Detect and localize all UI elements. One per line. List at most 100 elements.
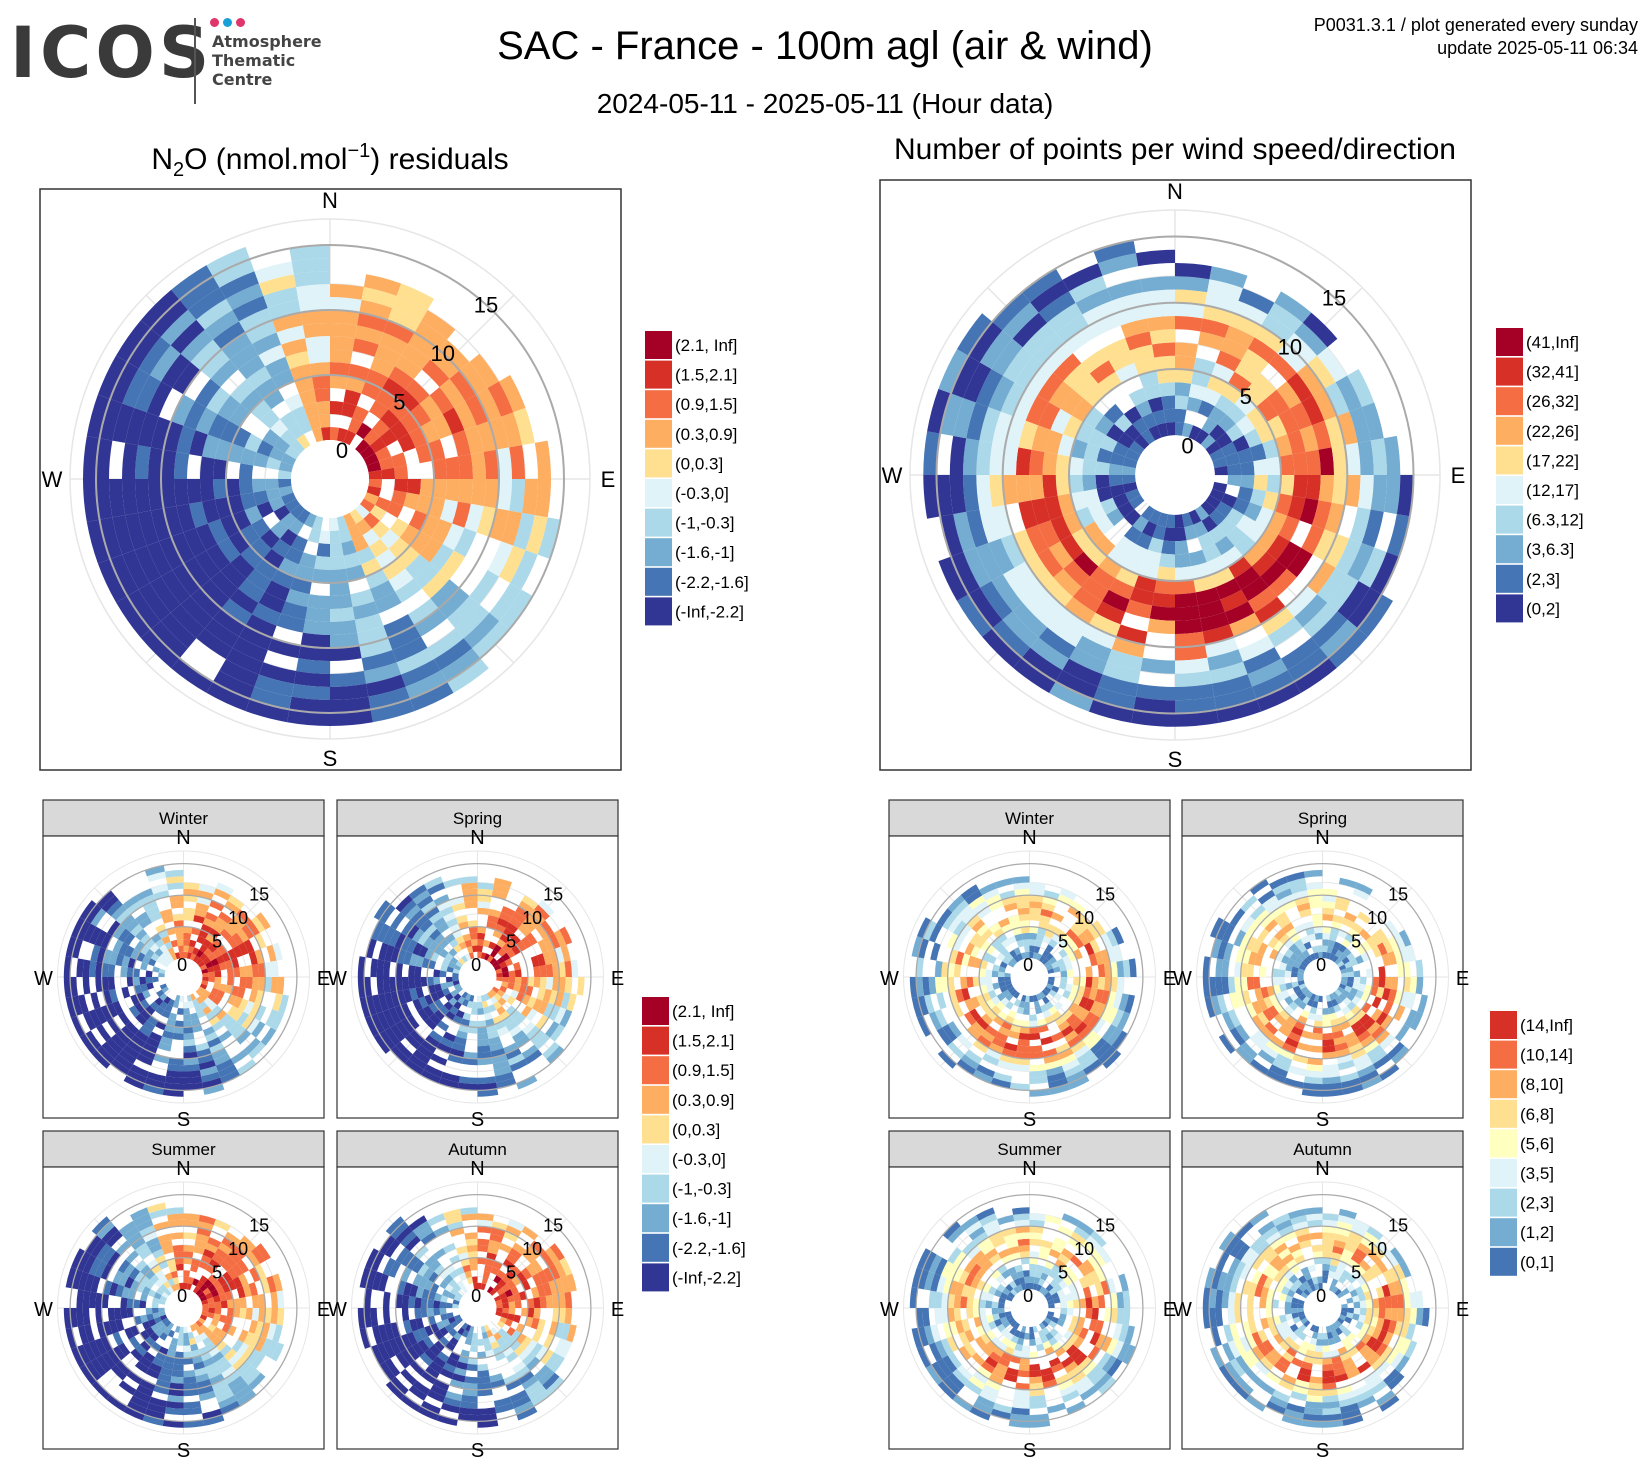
- data-cell: [231, 1339, 244, 1353]
- data-cell: [493, 993, 502, 1002]
- data-cell: [964, 1342, 977, 1357]
- data-cell: [988, 989, 997, 1000]
- data-cell: [477, 1032, 489, 1040]
- data-cell: [946, 1336, 959, 1353]
- compass-n-label: N: [1022, 1158, 1036, 1180]
- data-cell: [276, 1290, 285, 1308]
- data-cell: [470, 451, 486, 479]
- data-cell: [1069, 647, 1107, 675]
- data-cell: [961, 987, 971, 1001]
- data-cell: [236, 1259, 249, 1274]
- legend-swatch: [1496, 535, 1523, 564]
- data-cell: [536, 1318, 546, 1332]
- data-cell: [1307, 1057, 1323, 1066]
- data-cell: [972, 1039, 989, 1054]
- data-cell: [270, 1308, 279, 1325]
- data-cell: [947, 895, 965, 913]
- data-cell: [1247, 658, 1288, 687]
- data-cell: [1210, 1346, 1225, 1368]
- data-cell: [1358, 1013, 1371, 1026]
- compass-s-label: S: [1316, 1440, 1329, 1462]
- data-cell: [494, 1020, 506, 1031]
- data-cell: [1359, 1308, 1367, 1316]
- data-cell: [268, 446, 285, 462]
- data-cell: [352, 535, 369, 553]
- data-cell: [1344, 961, 1353, 969]
- data-cell: [477, 1238, 490, 1246]
- data-cell: [1009, 1280, 1017, 1289]
- data-cell: [484, 1343, 493, 1352]
- data-cell: [1048, 541, 1074, 569]
- data-cell: [512, 1030, 527, 1043]
- data-cell: [504, 1318, 513, 1327]
- data-cell: [1257, 1329, 1268, 1343]
- center-hole: [291, 440, 369, 518]
- data-cell: [524, 1049, 543, 1065]
- data-cell: [1062, 989, 1071, 999]
- data-cell: [1135, 683, 1175, 701]
- data-cell: [942, 1221, 961, 1240]
- data-cell: [1322, 926, 1332, 934]
- data-cell: [1068, 1002, 1079, 1014]
- data-cell: [1003, 1373, 1018, 1383]
- data-cell: [952, 1394, 973, 1412]
- data-cell: [207, 1368, 222, 1379]
- data-cell: [512, 911, 527, 924]
- compass-e-label: E: [1163, 968, 1176, 990]
- data-cell: [981, 1344, 994, 1357]
- data-cell: [996, 992, 1006, 1002]
- data-cell: [424, 948, 434, 960]
- data-cell: [450, 1320, 459, 1329]
- data-cell: [109, 1320, 119, 1334]
- data-cell: [1333, 1036, 1347, 1046]
- data-cell: [1002, 956, 1011, 965]
- data-cell: [1369, 1049, 1388, 1065]
- data-cell: [515, 1034, 531, 1048]
- data-cell: [246, 920, 260, 936]
- data-cell: [198, 1317, 206, 1325]
- data-cell: [518, 1348, 531, 1362]
- data-cell: [1071, 398, 1094, 422]
- data-cell: [1324, 382, 1350, 417]
- data-cell: [1087, 502, 1107, 522]
- data-cell: [428, 940, 439, 952]
- data-cell: [948, 949, 959, 964]
- data-cell: [976, 1207, 995, 1221]
- data-cell: [456, 1246, 468, 1255]
- data-cell: [1340, 1071, 1360, 1083]
- data-cell: [1045, 983, 1054, 990]
- data-cell: [354, 613, 384, 633]
- data-cell: [388, 399, 410, 421]
- data-cell: [1048, 1287, 1057, 1296]
- data-cell: [1055, 607, 1089, 636]
- data-cell: [1322, 1219, 1338, 1228]
- data-cell: [483, 1006, 491, 1015]
- data-cell: [409, 987, 419, 1001]
- data-cell: [401, 977, 410, 991]
- data-cell: [281, 338, 308, 357]
- data-cell: [554, 1322, 565, 1339]
- data-cell: [536, 953, 546, 967]
- data-cell: [1279, 1314, 1287, 1324]
- data-cell: [508, 970, 516, 977]
- data-cell: [558, 1292, 566, 1308]
- data-cell: [1057, 1253, 1070, 1265]
- data-cell: [1022, 322, 1056, 356]
- data-cell: [1059, 888, 1077, 901]
- data-cell: [159, 1283, 168, 1292]
- data-cell: [1301, 395, 1325, 426]
- data-cell: [94, 1338, 108, 1356]
- data-cell: [127, 589, 161, 630]
- compass-w-label: W: [328, 968, 347, 990]
- data-cell: [998, 1312, 1006, 1319]
- data-cell: [1084, 1273, 1095, 1287]
- data-cell: [1044, 1317, 1052, 1325]
- data-cell: [1070, 1039, 1087, 1054]
- data-cell: [1354, 1248, 1367, 1260]
- data-cell: [161, 449, 177, 479]
- data-cell: [515, 1323, 525, 1334]
- data-cell: [375, 388, 397, 410]
- data-cell: [1254, 1240, 1270, 1256]
- radius-ring: [426, 1256, 529, 1360]
- data-cell: [464, 1324, 471, 1332]
